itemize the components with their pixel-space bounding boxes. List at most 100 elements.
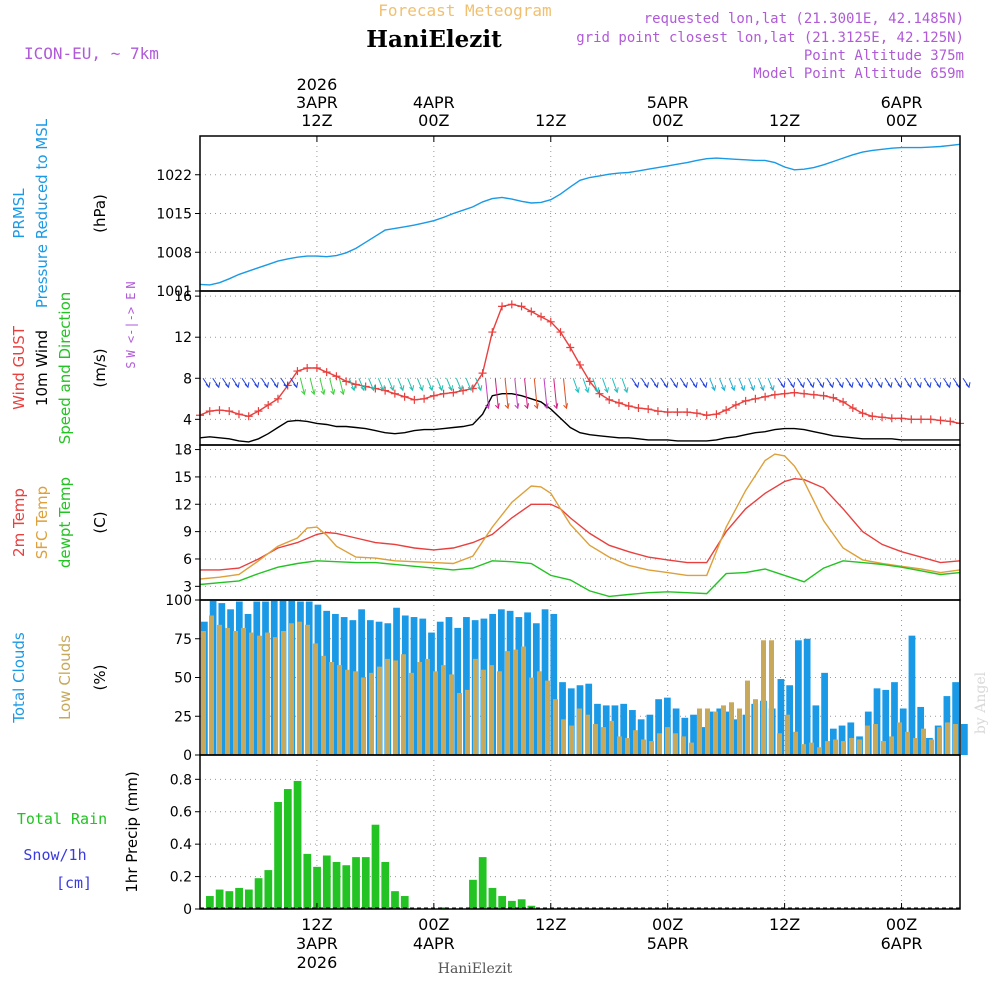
wind-gust-marker	[332, 372, 341, 381]
wind-arrow-head	[409, 385, 415, 392]
wind-arrow-head	[663, 382, 669, 389]
wind-compass: W <-|-> E	[124, 292, 138, 357]
wind-arrow-head	[750, 385, 756, 392]
wind-gust-marker	[702, 411, 711, 420]
wind-gust-marker	[848, 404, 857, 413]
wind-direction-arrow	[543, 378, 548, 409]
footer-location: HaniElezit	[438, 961, 513, 977]
total-clouds-bar	[646, 714, 654, 755]
wind-gust-marker	[439, 389, 448, 398]
rain-bar	[498, 896, 507, 909]
temperature-ytick-label: 9	[183, 525, 192, 541]
wind-gust-marker	[556, 328, 565, 337]
wind-arrow-head	[330, 389, 336, 396]
low-clouds-bar	[641, 739, 646, 755]
total-clouds-bar	[629, 710, 636, 755]
rain-bar	[274, 802, 282, 909]
wind-arrow-head	[711, 385, 717, 392]
rain-bar	[381, 861, 390, 909]
low-clouds-bar	[905, 731, 910, 755]
wind-ytick-label: 4	[183, 412, 192, 428]
low-clouds-bar	[505, 651, 510, 755]
wind-direction-arrow	[319, 378, 325, 395]
rain-bar	[254, 878, 263, 909]
wind-arrow-head	[604, 387, 609, 394]
low-clouds-bar	[873, 724, 878, 755]
low-clouds-bar	[393, 660, 398, 755]
pressure-series-prmsl	[199, 143, 961, 286]
pressure-ytick-label: 1008	[156, 245, 192, 261]
wind-gust-marker	[946, 417, 955, 426]
rain-bar	[332, 861, 341, 909]
wind-gust-marker	[410, 395, 419, 404]
low-clouds-bar	[849, 737, 854, 755]
wind-direction-arrow	[728, 378, 735, 391]
top-time-label: 00Z	[418, 111, 449, 130]
wind-arrow-head	[848, 382, 854, 389]
wind-direction-arrow	[485, 378, 490, 409]
wind-arrow-head	[721, 385, 726, 392]
location-title: HaniElezit	[366, 26, 502, 53]
wind-direction-arrow	[299, 378, 305, 395]
total-clouds-bar	[690, 714, 697, 755]
wind-arrow-head	[574, 387, 580, 394]
low-clouds-bar	[633, 730, 638, 755]
rain-bar	[215, 889, 224, 909]
low-clouds-bar	[457, 693, 462, 755]
low-clouds-bar	[793, 731, 798, 755]
wind-gust-marker	[293, 367, 302, 376]
wind-gust-marker	[741, 396, 750, 405]
low-clouds-bar	[865, 725, 870, 755]
precip-ytick-label: 0.4	[170, 837, 192, 853]
top-time-label: 12Z	[535, 111, 566, 130]
low-clouds-bar	[881, 741, 886, 755]
wind-unit-label: (m/s)	[91, 348, 109, 387]
top-time-label: 12Z	[301, 111, 332, 130]
wind-direction-arrow	[504, 378, 509, 409]
wind-gust-marker	[663, 408, 672, 417]
total-clouds-bar	[917, 706, 925, 755]
wind-direction-arrow	[455, 378, 462, 391]
wind-arrow-head	[485, 403, 491, 410]
wind-arrow-head	[225, 382, 230, 389]
bottom-time-label: 2026	[297, 953, 338, 972]
pressure-panel: 1001 1008 1015 1022 PRMSL Pressure Reduced to…	[10, 118, 961, 308]
rain-bar	[488, 887, 497, 909]
low-clouds-bar	[833, 739, 838, 755]
bottom-time-label: 5APR	[647, 934, 689, 953]
wind-direction-arrow	[757, 378, 764, 391]
wind-arrow-head	[340, 389, 345, 396]
wind-gust-marker	[761, 392, 770, 401]
wind-direction-arrow	[407, 378, 414, 391]
wind-arrow-head	[946, 382, 952, 389]
low-clouds-bar	[817, 747, 822, 755]
low-clouds-bar	[569, 725, 574, 755]
bottom-time-label: 00Z	[886, 915, 917, 934]
total-clouds-bar	[716, 708, 724, 755]
low-clouds-bar	[425, 658, 430, 755]
pressure-side-label: Pressure Reduced to MSL	[33, 118, 51, 308]
low-clouds-bar	[769, 640, 774, 755]
temperature-ytick-label: 15	[174, 470, 192, 486]
wind-gust-marker	[819, 391, 828, 400]
wind-arrow-head	[380, 385, 385, 392]
low-clouds-bar	[913, 737, 918, 755]
wind-gust-marker	[800, 389, 809, 398]
total-clouds-bar	[672, 708, 680, 755]
point-altitude: Point Altitude 375m	[804, 48, 964, 64]
wind-gust-marker	[683, 408, 692, 417]
wind-arrow-head	[360, 385, 366, 392]
wind-arrow-head	[907, 382, 913, 389]
wind-gust-marker	[585, 377, 594, 386]
wind-compass-north: N	[124, 281, 138, 288]
wind-arrow-head	[244, 382, 250, 389]
low-clouds-bar	[417, 662, 422, 755]
low-clouds-bar	[201, 631, 206, 755]
wind-arrow-head	[897, 382, 903, 389]
rain-bar	[439, 907, 448, 909]
low-clouds-bar	[897, 722, 902, 755]
low-clouds-bar	[297, 621, 302, 755]
wind-arrow-head	[399, 385, 405, 392]
wind-gust-marker	[351, 380, 360, 389]
